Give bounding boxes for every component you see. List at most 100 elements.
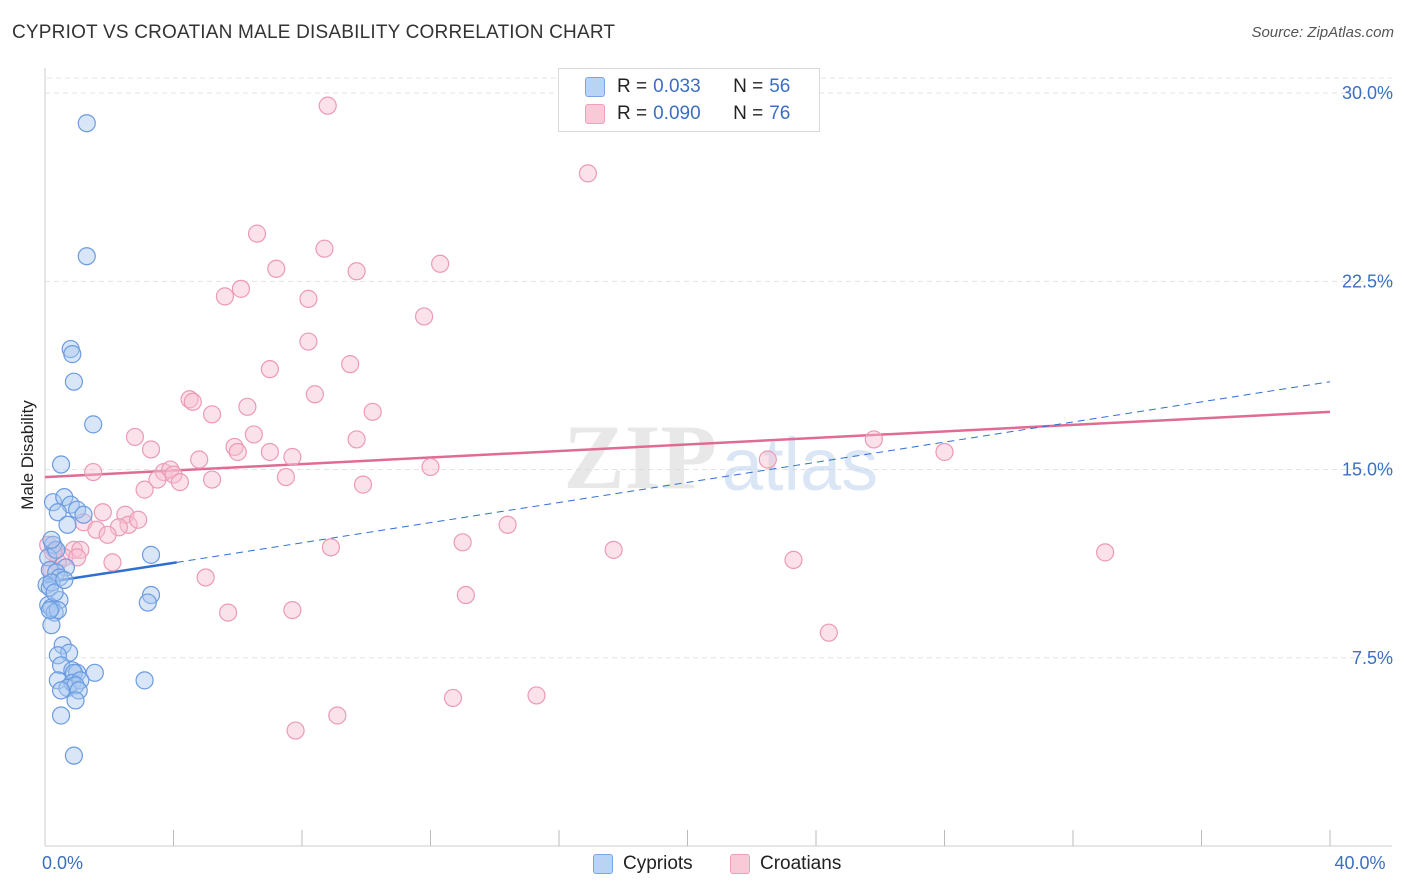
- legend-n-label: N =: [733, 76, 764, 97]
- data-points: [37, 96, 1115, 765]
- point-croatians: [276, 467, 296, 487]
- point-croatians: [267, 259, 286, 278]
- bottom-legend-swatch-croatians: [730, 854, 750, 874]
- point-cypriots: [74, 505, 93, 524]
- point-cypriots: [53, 636, 72, 655]
- point-croatians: [283, 447, 302, 467]
- grid-lines: [45, 77, 1392, 659]
- chart-title: CYPRIOT VS CROATIAN MALE DISABILITY CORR…: [12, 22, 616, 43]
- bottom-legend-croatians: Croatians: [730, 852, 841, 876]
- point-croatians: [219, 603, 238, 622]
- trendline-croatians: [44, 410, 1331, 479]
- point-cypriots: [51, 706, 71, 725]
- point-croatians: [421, 457, 440, 477]
- axes: [44, 68, 1392, 847]
- legend-r-value: 0.033: [653, 76, 701, 97]
- y-tick-label: 15.0%: [1342, 460, 1393, 480]
- point-cypriots: [42, 530, 61, 549]
- point-croatians: [196, 568, 215, 587]
- point-cypriots: [84, 415, 103, 434]
- point-croatians: [103, 553, 122, 572]
- point-croatians: [864, 430, 883, 449]
- point-croatians: [228, 442, 247, 462]
- point-cypriots: [66, 676, 85, 695]
- trendline-cypriots-dashed: [176, 381, 1331, 563]
- point-croatians: [84, 462, 103, 482]
- point-cypriots: [55, 488, 74, 507]
- point-cypriots: [66, 691, 85, 710]
- bottom-legend-label-croatians: Croatians: [760, 853, 842, 874]
- point-cypriots: [58, 515, 77, 534]
- point-cypriots: [135, 671, 154, 690]
- point-croatians: [341, 355, 360, 374]
- point-croatians: [935, 442, 954, 462]
- point-cypriots: [43, 493, 63, 512]
- point-cypriots: [64, 746, 84, 765]
- watermark-zip: ZIP: [563, 406, 716, 508]
- point-cypriots: [69, 681, 88, 700]
- point-croatians: [141, 440, 161, 459]
- point-croatians: [180, 390, 199, 409]
- point-croatians: [784, 550, 803, 569]
- point-croatians: [1096, 543, 1115, 562]
- point-croatians: [414, 307, 434, 326]
- point-croatians: [363, 402, 382, 421]
- point-croatians: [315, 239, 334, 258]
- trend-lines: [44, 381, 1331, 584]
- y-tick-label: 22.5%: [1342, 271, 1393, 291]
- point-cypriots: [63, 345, 82, 364]
- stats-legend: R = 0.033 N = 56 R = 0.090 N = 76: [558, 68, 820, 132]
- point-cypriots: [141, 545, 161, 564]
- point-croatians: [190, 450, 209, 469]
- point-croatians: [238, 397, 257, 416]
- point-cypriots: [42, 616, 61, 635]
- point-cypriots: [48, 646, 67, 665]
- point-cypriots: [45, 583, 64, 602]
- point-croatians: [170, 472, 190, 492]
- point-croatians: [225, 437, 244, 457]
- tick-labels: 7.5% 15.0% 22.5% 30.0% 0.0% 40.0%: [42, 83, 1393, 873]
- point-croatians: [244, 425, 263, 444]
- point-croatians: [456, 585, 475, 605]
- point-croatians: [347, 262, 366, 281]
- point-croatians: [202, 405, 222, 424]
- point-cypriots: [85, 663, 104, 682]
- point-croatians: [604, 540, 623, 559]
- point-croatians: [215, 287, 234, 306]
- x-tick-label: 40.0%: [1334, 853, 1385, 873]
- y-tick-label: 30.0%: [1342, 83, 1393, 103]
- y-tick-label: 7.5%: [1352, 648, 1393, 668]
- point-croatians: [93, 503, 112, 522]
- bottom-legend-cypriots: Cypriots: [593, 852, 693, 876]
- legend-row-cypriots: R = 0.033 N = 56: [585, 75, 790, 99]
- point-cypriots: [55, 570, 74, 590]
- point-cypriots: [48, 671, 67, 690]
- point-croatians: [758, 450, 777, 469]
- legend-swatch-croatians: [585, 104, 605, 124]
- point-cypriots: [64, 372, 84, 391]
- point-croatians: [260, 360, 279, 379]
- point-cypriots: [138, 593, 157, 612]
- bottom-legend-label-cypriots: Cypriots: [623, 853, 693, 874]
- legend-n-value: 76: [769, 103, 791, 124]
- point-croatians: [431, 254, 450, 273]
- point-cypriots: [51, 455, 71, 474]
- point-croatians: [527, 686, 546, 705]
- point-croatians: [318, 96, 337, 115]
- point-croatians: [87, 520, 106, 539]
- legend-swatch-cypriots: [585, 77, 605, 97]
- point-croatians: [231, 279, 251, 298]
- legend-r-label: R =: [617, 76, 648, 97]
- point-croatians: [135, 480, 154, 499]
- trendline-cypriots: [44, 561, 177, 584]
- point-croatians: [283, 600, 302, 620]
- point-croatians: [498, 515, 517, 534]
- legend-row-croatians: R = 0.090 N = 76: [585, 102, 790, 126]
- point-cypriots: [40, 600, 59, 620]
- legend-n-label: N =: [733, 103, 764, 124]
- point-cypriots: [51, 681, 71, 700]
- bottom-legend-swatch-cypriots: [593, 854, 613, 874]
- point-croatians: [443, 688, 463, 708]
- point-cypriots: [48, 503, 67, 522]
